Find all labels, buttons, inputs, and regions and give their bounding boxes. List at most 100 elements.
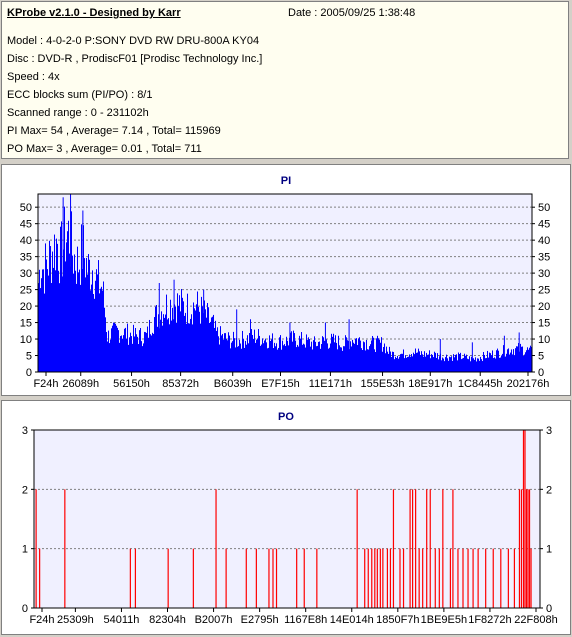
pi-bar — [508, 348, 509, 372]
pi-bar — [226, 338, 227, 372]
pi-bar — [374, 349, 375, 372]
pi-bar — [177, 293, 178, 372]
pi-bar — [83, 225, 84, 372]
po-ytick-label-right: 0 — [546, 603, 552, 615]
pi-bar — [176, 322, 177, 372]
pi-bar — [329, 347, 330, 372]
pi-bar — [207, 302, 208, 372]
pi-bar — [152, 332, 153, 372]
pi-bar — [387, 351, 388, 372]
pi-bar — [435, 352, 436, 372]
po-bar — [528, 489, 531, 608]
pi-bar — [206, 317, 207, 372]
pi-bar — [192, 324, 193, 372]
pi-bar — [211, 317, 212, 372]
pi-bar — [345, 335, 346, 372]
pi-bar — [128, 344, 129, 372]
pi-bar — [171, 320, 172, 372]
pi-bar — [124, 328, 125, 372]
pi-bar — [302, 344, 303, 372]
pi-xtick-label: 202176h — [507, 378, 550, 390]
pi-bar — [288, 345, 289, 372]
pi-ytick-label-left: 10 — [20, 334, 32, 346]
pi-bar — [72, 255, 73, 372]
pi-bar — [164, 317, 165, 372]
pi-bar — [451, 356, 452, 372]
pi-spike — [158, 283, 160, 372]
pi-bar — [444, 361, 445, 372]
pi-bar — [385, 353, 386, 372]
pi-bar — [218, 336, 219, 372]
po-bar — [371, 548, 373, 608]
po-plot-area — [34, 430, 540, 608]
range-line: Scanned range : 0 - 231102h — [7, 107, 149, 119]
pi-bar — [511, 349, 512, 372]
pi-ytick-label-right: 50 — [538, 202, 550, 214]
pi-bar — [251, 329, 252, 372]
pi-bar — [331, 333, 332, 372]
pi-bar — [169, 324, 170, 372]
pi-bar — [406, 357, 407, 372]
pi-bar — [91, 284, 92, 372]
pi-bar — [92, 270, 93, 372]
pi-xtick-label: 11E171h — [309, 378, 352, 390]
pi-stats-line: PI Max= 54 , Average= 7.14 , Total= 1159… — [7, 125, 221, 137]
pi-bar — [500, 357, 501, 372]
po-ytick-label-left: 3 — [22, 425, 28, 437]
pi-bar — [237, 346, 238, 372]
pi-ytick-label-left: 20 — [20, 301, 32, 313]
pi-bar — [85, 277, 86, 372]
pi-bar — [267, 348, 268, 372]
pi-bar — [209, 322, 210, 372]
pi-bar — [413, 352, 414, 372]
pi-bar — [491, 355, 492, 372]
pi-bar — [458, 352, 459, 372]
pi-bar — [264, 340, 265, 372]
pi-bar — [271, 339, 272, 372]
pi-bar — [215, 320, 216, 372]
po-bar — [275, 548, 278, 608]
pi-bar — [291, 331, 292, 372]
pi-spike — [70, 194, 72, 372]
pi-bar — [97, 274, 98, 372]
po-bar — [492, 548, 494, 608]
pi-bar — [294, 333, 295, 372]
pi-bar — [298, 346, 299, 372]
pi-bar — [182, 297, 183, 372]
po-xtick-label: 1BE9E5h — [421, 614, 467, 626]
pi-bar — [460, 352, 461, 372]
pi-bar — [314, 336, 315, 372]
po-bar — [527, 489, 529, 608]
pi-bar — [254, 329, 255, 372]
pi-bar — [282, 340, 283, 372]
pi-bar — [118, 330, 119, 372]
pi-bar — [279, 337, 280, 372]
pi-bar — [342, 350, 343, 372]
pi-bar — [213, 314, 214, 372]
pi-bar — [499, 357, 500, 372]
pi-bar — [456, 354, 457, 372]
pi-bar — [258, 329, 259, 372]
pi-bar — [510, 352, 511, 372]
po-bar — [386, 548, 388, 608]
pi-bar — [205, 309, 206, 372]
pi-bar — [529, 347, 530, 372]
pi-bar — [195, 310, 196, 372]
po-bar — [477, 548, 479, 608]
pi-bar — [173, 319, 174, 372]
pi-bar — [224, 333, 225, 372]
pi-ytick-label-right: 10 — [538, 334, 550, 346]
pi-bar — [127, 323, 128, 372]
pi-bar — [67, 231, 68, 372]
pi-bar — [483, 351, 484, 372]
po-chart-panel: PO 0 0 1 1 2 2 3 3 F24h 25309h 54011h 82304h B2007h E… — [1, 400, 571, 635]
po-bar — [303, 548, 305, 608]
pi-bar — [225, 333, 226, 372]
pi-bar — [419, 351, 420, 372]
pi-bar — [214, 327, 215, 372]
pi-bar — [305, 347, 306, 372]
pi-bar — [332, 336, 333, 372]
pi-bar — [259, 335, 260, 372]
pi-bar — [525, 352, 526, 372]
pi-bar — [394, 359, 395, 372]
